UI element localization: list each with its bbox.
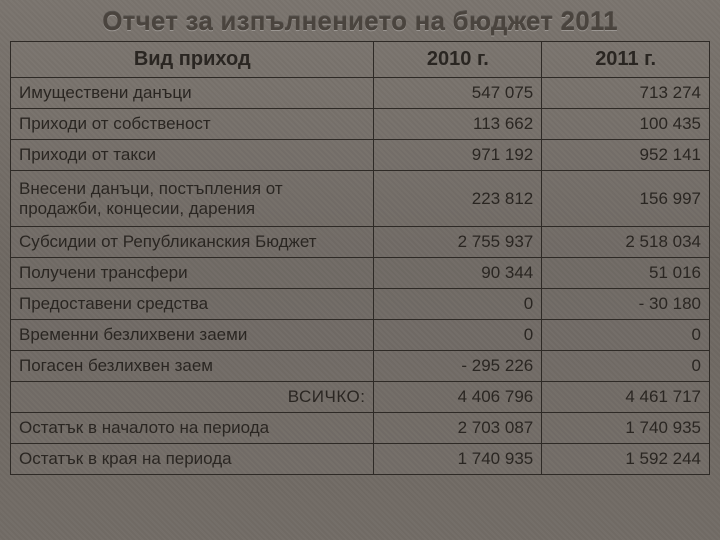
table-row: ВСИЧКО:4 406 7964 461 717 bbox=[11, 382, 710, 413]
row-total-label: ВСИЧКО: bbox=[11, 382, 374, 413]
col-header-2011: 2011 г. bbox=[542, 42, 710, 78]
cell-2010: 971 192 bbox=[374, 140, 542, 171]
row-label: Получени трансфери bbox=[11, 258, 374, 289]
cell-2010: - 295 226 bbox=[374, 351, 542, 382]
row-label: Временни безлихвени заеми bbox=[11, 320, 374, 351]
cell-2011: 952 141 bbox=[542, 140, 710, 171]
table-row: Остатък в края на периода1 740 9351 592 … bbox=[11, 444, 710, 475]
row-label: Субсидии от Републиканския Бюджет bbox=[11, 227, 374, 258]
row-label: Остатък в началото на периода bbox=[11, 413, 374, 444]
col-header-2010: 2010 г. bbox=[374, 42, 542, 78]
table-row: Приходи от такси971 192952 141 bbox=[11, 140, 710, 171]
col-header-label: Вид приход bbox=[11, 42, 374, 78]
cell-2010: 4 406 796 bbox=[374, 382, 542, 413]
table-row: Временни безлихвени заеми00 bbox=[11, 320, 710, 351]
row-label: Имуществени данъци bbox=[11, 78, 374, 109]
row-label: Остатък в края на периода bbox=[11, 444, 374, 475]
row-label: Приходи от собственост bbox=[11, 109, 374, 140]
table-row: Приходи от собственост113 662100 435 bbox=[11, 109, 710, 140]
cell-2010: 0 bbox=[374, 320, 542, 351]
cell-2011: 4 461 717 bbox=[542, 382, 710, 413]
cell-2011: 2 518 034 bbox=[542, 227, 710, 258]
cell-2010: 2 703 087 bbox=[374, 413, 542, 444]
table-row: Погасен безлихвен заем- 295 2260 bbox=[11, 351, 710, 382]
page-title: Отчет за изпълнението на бюджет 2011 bbox=[10, 6, 710, 37]
budget-table: Вид приход 2010 г. 2011 г. Имуществени д… bbox=[10, 41, 710, 475]
row-label: Внесени данъци, постъпления от продажби,… bbox=[11, 171, 374, 227]
cell-2011: 1 592 244 bbox=[542, 444, 710, 475]
cell-2010: 90 344 bbox=[374, 258, 542, 289]
cell-2011: 0 bbox=[542, 351, 710, 382]
cell-2011: - 30 180 bbox=[542, 289, 710, 320]
table-row: Внесени данъци, постъпления от продажби,… bbox=[11, 171, 710, 227]
cell-2011: 156 997 bbox=[542, 171, 710, 227]
table-header-row: Вид приход 2010 г. 2011 г. bbox=[11, 42, 710, 78]
table-row: Остатък в началото на периода2 703 0871 … bbox=[11, 413, 710, 444]
table-row: Получени трансфери90 34451 016 bbox=[11, 258, 710, 289]
cell-2011: 1 740 935 bbox=[542, 413, 710, 444]
cell-2011: 713 274 bbox=[542, 78, 710, 109]
row-label: Приходи от такси bbox=[11, 140, 374, 171]
cell-2011: 100 435 bbox=[542, 109, 710, 140]
row-label: Погасен безлихвен заем bbox=[11, 351, 374, 382]
cell-2010: 0 bbox=[374, 289, 542, 320]
cell-2011: 51 016 bbox=[542, 258, 710, 289]
cell-2011: 0 bbox=[542, 320, 710, 351]
cell-2010: 113 662 bbox=[374, 109, 542, 140]
row-label: Предоставени средства bbox=[11, 289, 374, 320]
table-row: Субсидии от Републиканския Бюджет2 755 9… bbox=[11, 227, 710, 258]
cell-2010: 2 755 937 bbox=[374, 227, 542, 258]
cell-2010: 547 075 bbox=[374, 78, 542, 109]
cell-2010: 1 740 935 bbox=[374, 444, 542, 475]
cell-2010: 223 812 bbox=[374, 171, 542, 227]
table-row: Имуществени данъци547 075713 274 bbox=[11, 78, 710, 109]
table-row: Предоставени средства0- 30 180 bbox=[11, 289, 710, 320]
